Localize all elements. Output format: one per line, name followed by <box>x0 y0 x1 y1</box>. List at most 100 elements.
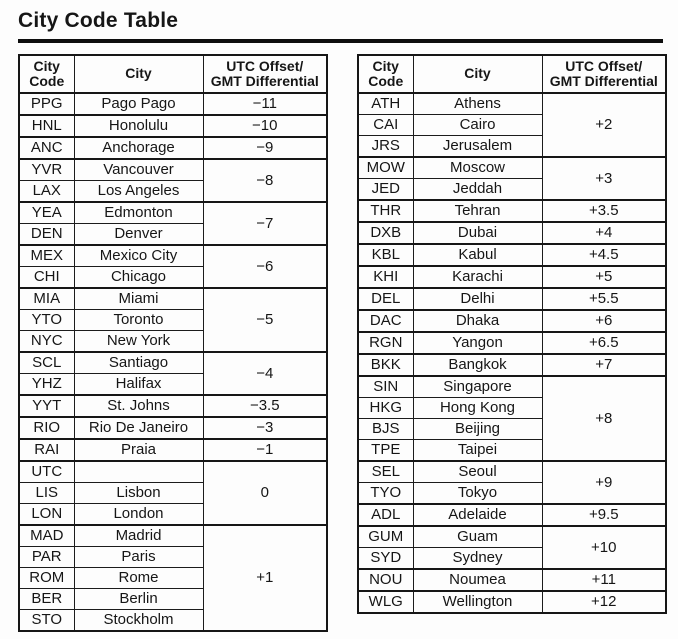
table-row: UTC 0 <box>18 460 328 526</box>
city-code-cell: MOW <box>357 156 414 179</box>
table-row: DEL Delhi +5.5 <box>357 287 667 311</box>
table-row: LIS Lisbon <box>18 482 327 504</box>
table-row: SEL Seoul +9 <box>357 460 667 505</box>
table-row: MOW Moscow +3 <box>357 156 667 201</box>
table-row: MAD Madrid +1 <box>18 524 328 632</box>
utc-offset-cell: +8 <box>541 375 667 462</box>
city-name-cell: Chicago <box>73 266 204 289</box>
table-row: ATH Athens +2 <box>357 92 667 158</box>
utc-offset-cell: +6 <box>541 309 667 333</box>
table-row: PPG Pago Pago −11 <box>18 92 328 116</box>
city-name-cell: Santiago <box>73 351 204 374</box>
table-row: STO Stockholm <box>18 609 327 632</box>
city-name-cell: Praia <box>73 438 204 462</box>
city-code-cell: CHI <box>18 266 75 289</box>
table-row: RGN Yangon +6.5 <box>357 331 667 355</box>
city-name-cell: Los Angeles <box>73 180 204 203</box>
city-code-table-right: City Code City UTC Offset/GMT Differential A… <box>357 54 667 614</box>
city-name-cell: Bangkok <box>412 353 543 377</box>
city-code-cell: TPE <box>357 439 414 462</box>
city-name-cell: Madrid <box>73 524 204 547</box>
city-code-cell: NYC <box>18 330 75 353</box>
utc-offset-cell: −9 <box>202 136 328 160</box>
city-name-cell: Athens <box>412 92 543 115</box>
table-row: HNL Honolulu −10 <box>18 114 328 138</box>
table-row: KHI Karachi +5 <box>357 265 667 289</box>
city-name-cell: Anchorage <box>73 136 204 160</box>
city-name-cell: Yangon <box>412 331 543 355</box>
utc-offset-cell: −6 <box>202 244 328 289</box>
table-row: SYD Sydney <box>357 547 666 570</box>
city-name-cell: London <box>73 503 204 526</box>
table-row: YVR Vancouver −8 <box>18 158 328 203</box>
city-code-cell: NOU <box>357 568 414 592</box>
city-code-cell: DEL <box>357 287 414 311</box>
utc-offset-cell: +5 <box>541 265 667 289</box>
table-row: MIA Miami −5 <box>18 287 328 353</box>
city-name-cell: Jerusalem <box>412 135 543 158</box>
city-name-cell: Berlin <box>73 588 204 610</box>
city-code-cell: SYD <box>357 547 414 570</box>
table-row: DAC Dhaka +6 <box>357 309 667 333</box>
col-header-city-code: City Code <box>357 54 414 94</box>
col-header-city-code: City Code <box>18 54 75 94</box>
city-name-cell: Honolulu <box>73 114 204 138</box>
city-code-cell: MAD <box>18 524 75 547</box>
table-row: GUM Guam +10 <box>357 525 667 570</box>
header-row: City Code City UTC Offset/GMT Differential <box>357 54 667 94</box>
city-code-cell: JRS <box>357 135 414 158</box>
city-code-cell: PAR <box>18 546 75 568</box>
city-name-cell: Singapore <box>412 375 543 398</box>
city-name-cell: Taipei <box>412 439 543 462</box>
city-code-cell: CAI <box>357 114 414 136</box>
utc-offset-cell: −1 <box>202 438 328 462</box>
table-row: RAI Praia −1 <box>18 438 328 462</box>
city-name-cell: Dubai <box>412 221 543 245</box>
city-name-cell: St. Johns <box>73 394 204 418</box>
table-row: MEX Mexico City −6 <box>18 244 328 289</box>
utc-offset-cell: −10 <box>202 114 328 138</box>
table-row: TYO Tokyo <box>357 482 666 505</box>
city-code-cell: ROM <box>18 567 75 589</box>
city-name-cell <box>73 460 204 483</box>
city-code-cell: BJS <box>357 418 414 440</box>
city-name-cell: Halifax <box>73 373 204 396</box>
city-name-cell: Delhi <box>412 287 543 311</box>
utc-offset-cell: +6.5 <box>541 331 667 355</box>
city-code-cell: RAI <box>18 438 75 462</box>
city-name-cell: Lisbon <box>73 482 204 504</box>
city-name-cell: Jeddah <box>412 178 543 201</box>
city-code-cell: YHZ <box>18 373 75 396</box>
city-name-cell: Sydney <box>412 547 543 570</box>
table-row: YTO Toronto <box>18 309 327 331</box>
city-name-cell: Karachi <box>412 265 543 289</box>
city-code-cell: DAC <box>357 309 414 333</box>
city-code-cell: RIO <box>18 416 75 440</box>
utc-offset-cell: −3.5 <box>202 394 328 418</box>
city-name-cell: Paris <box>73 546 204 568</box>
city-name-cell: Cairo <box>412 114 543 136</box>
city-code-cell: THR <box>357 199 414 223</box>
table-row: YYT St. Johns −3.5 <box>18 394 328 418</box>
table-row: CAI Cairo <box>357 114 666 136</box>
city-name-cell: Rio De Janeiro <box>73 416 204 440</box>
utc-offset-cell: −4 <box>202 351 328 396</box>
city-code-cell: DXB <box>357 221 414 245</box>
table-row: NOU Noumea +11 <box>357 568 667 592</box>
utc-offset-cell: 0 <box>202 460 328 526</box>
city-code-cell: SCL <box>18 351 75 374</box>
table-row: NYC New York <box>18 330 327 353</box>
table-row: BKK Bangkok +7 <box>357 353 667 377</box>
city-code-cell: DEN <box>18 223 75 246</box>
table-row: PAR Paris <box>18 546 327 568</box>
city-name-cell: Vancouver <box>73 158 204 181</box>
city-code-cell: JED <box>357 178 414 201</box>
city-name-cell: Toronto <box>73 309 204 331</box>
city-code-cell: GUM <box>357 525 414 548</box>
table-row: WLG Wellington +12 <box>357 590 667 614</box>
utc-offset-cell: −5 <box>202 287 328 353</box>
city-name-cell: Wellington <box>412 590 543 614</box>
city-code-cell: STO <box>18 609 75 632</box>
utc-offset-cell: +1 <box>202 524 328 632</box>
city-code-cell: HKG <box>357 397 414 419</box>
